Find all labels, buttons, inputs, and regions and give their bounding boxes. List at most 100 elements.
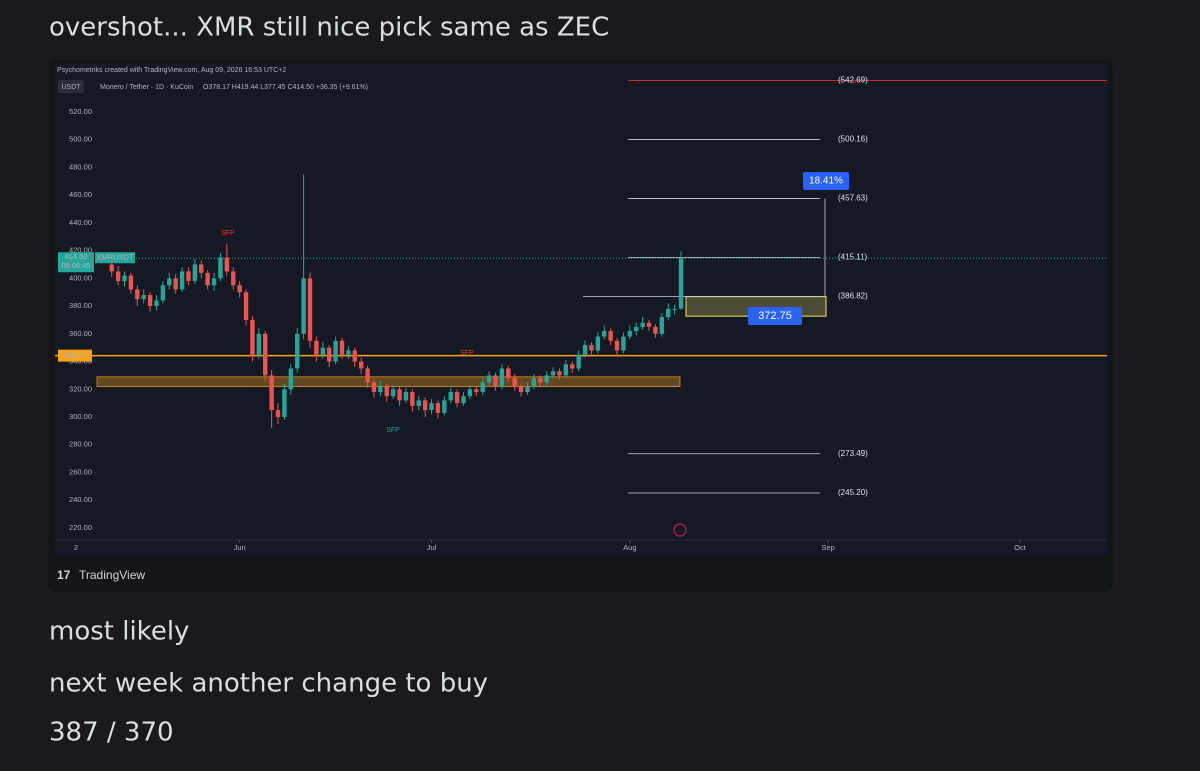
candle-body xyxy=(595,336,601,351)
candle-body xyxy=(147,294,153,307)
candle-body xyxy=(614,340,620,351)
level-label: (386.82) xyxy=(838,292,868,301)
candle-body xyxy=(358,361,364,369)
y-tick-label: 440.00 xyxy=(69,218,92,227)
candle-body xyxy=(410,392,415,406)
candle-body xyxy=(666,308,671,318)
annotation: SFP xyxy=(386,427,400,434)
candle-body xyxy=(339,340,345,355)
candle-body xyxy=(621,336,626,351)
candle-body xyxy=(314,340,319,355)
chart-header: Psychometriks created with TradingView.c… xyxy=(57,67,286,74)
demand-zone xyxy=(96,376,681,388)
y-tick-label: 520.00 xyxy=(69,107,92,116)
candle-body xyxy=(205,272,210,286)
candle-body xyxy=(550,371,556,376)
candle-body xyxy=(448,392,453,401)
chart-area xyxy=(55,63,1107,555)
candle-body xyxy=(224,257,230,272)
message-text: most likely xyxy=(49,617,189,647)
candle-body xyxy=(231,271,236,286)
candle-body xyxy=(186,271,191,282)
candle-body xyxy=(199,264,204,273)
y-tick-label: 400.00 xyxy=(69,273,92,282)
candle-body xyxy=(365,368,370,383)
y-tick-label: 460.00 xyxy=(69,190,92,199)
candle-body xyxy=(582,344,588,355)
candle-body xyxy=(160,285,166,301)
entry-badge xyxy=(748,307,802,325)
y-tick-label: 480.00 xyxy=(69,162,92,171)
candle-body xyxy=(352,350,357,362)
candle-body xyxy=(506,368,511,379)
level-label: (457.63) xyxy=(838,194,868,203)
candle-body xyxy=(122,275,127,282)
message-text: overshot... XMR still nice pick same as … xyxy=(49,13,609,43)
candle-body xyxy=(301,278,306,334)
brand: TradingView xyxy=(79,568,145,582)
support-badge xyxy=(58,349,92,362)
chart: Psychometriks created with TradingView.c… xyxy=(55,67,1107,582)
candle-body xyxy=(563,364,569,376)
candle-body xyxy=(288,368,294,390)
candle-body xyxy=(326,347,332,362)
candle-body xyxy=(538,378,543,383)
entry-label: 372.75 xyxy=(758,310,792,322)
candle-body xyxy=(250,319,255,355)
candle-body xyxy=(320,347,325,355)
candle-body xyxy=(608,331,613,341)
countdown: 09:06:45 xyxy=(61,261,90,270)
last-price-badge xyxy=(58,252,94,273)
candle-body xyxy=(678,258,684,309)
candle-body xyxy=(154,300,159,307)
candle-body xyxy=(243,292,249,320)
candle-body xyxy=(646,322,652,327)
candle-body xyxy=(570,364,575,369)
symbol-label: XMRUSDT xyxy=(96,253,134,262)
annotation: SFP xyxy=(221,230,235,237)
y-tick-label: 240.00 xyxy=(69,495,92,504)
ohlc-summary: O378.17 H419.44 L377.45 C414.50 +36.35 (… xyxy=(203,84,368,91)
candle-body xyxy=(167,278,172,286)
y-tick-label: 360.00 xyxy=(69,329,92,338)
candle-body xyxy=(128,275,134,290)
candle-body xyxy=(499,368,505,387)
candle-body xyxy=(531,378,537,387)
symbol-title: Monero / Tether · 1D · KuCoin xyxy=(100,84,193,91)
candle-body xyxy=(653,326,658,334)
y-tick-label: 220.00 xyxy=(69,523,92,532)
candle-body xyxy=(109,264,114,272)
target-badge xyxy=(803,172,849,190)
candle-body xyxy=(371,382,377,393)
candle-body xyxy=(486,375,492,383)
brand-logo: 17 xyxy=(57,568,71,582)
candle-body xyxy=(115,271,121,282)
message-text: 387 / 370 xyxy=(49,718,174,748)
candle-body xyxy=(179,271,185,290)
candle-body xyxy=(493,375,498,387)
x-tick-label: Aug xyxy=(623,543,636,552)
candle-body xyxy=(461,396,466,404)
candle-body xyxy=(295,333,300,369)
candle-body xyxy=(256,333,262,355)
candle-body xyxy=(403,392,409,401)
currency-box xyxy=(58,80,84,93)
level-label: (273.49) xyxy=(838,449,868,458)
candle-body xyxy=(416,400,421,406)
candle-body xyxy=(525,386,530,393)
candle-body xyxy=(237,285,242,293)
x-tick-label: Sep xyxy=(821,543,834,552)
scale-label: 2 xyxy=(74,543,78,552)
level-label: (500.16) xyxy=(838,135,868,144)
x-tick-label: Jul xyxy=(427,543,437,552)
candle-body xyxy=(512,378,517,387)
candle-body xyxy=(135,289,140,300)
candle-body xyxy=(192,264,198,282)
event-icon xyxy=(673,523,687,537)
candle-body xyxy=(141,294,146,300)
candle-body xyxy=(640,322,645,327)
candle-body xyxy=(275,410,281,418)
candle-body xyxy=(627,331,633,337)
candle-body xyxy=(435,403,441,413)
